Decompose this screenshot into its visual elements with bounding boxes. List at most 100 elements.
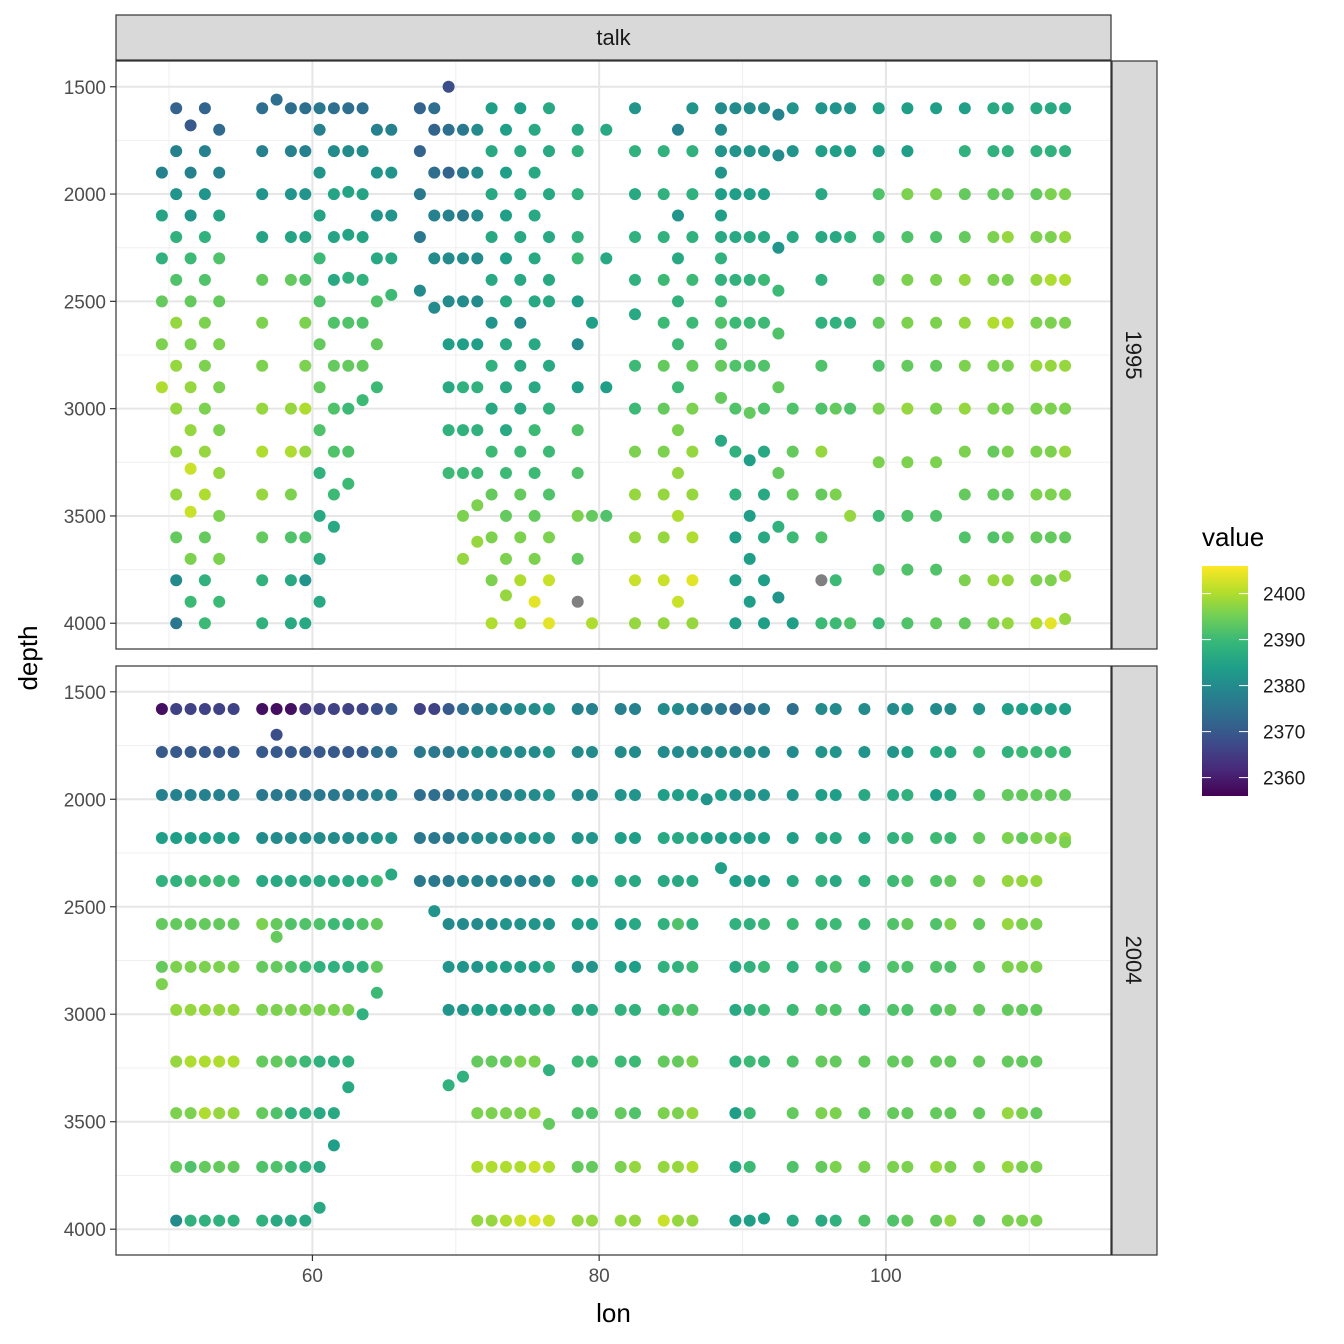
data-point: [829, 746, 842, 758]
data-point: [815, 316, 828, 329]
data-point: [457, 918, 469, 930]
data-point: [413, 703, 426, 715]
data-point: [385, 209, 398, 222]
data-point: [170, 960, 183, 973]
data-point: [356, 832, 369, 844]
data-point: [442, 960, 455, 973]
data-point: [198, 703, 211, 715]
data-point: [284, 188, 297, 201]
data-point: [356, 188, 369, 201]
data-point: [829, 875, 842, 887]
data-point: [413, 789, 426, 801]
panel-2004: 1500 2000 2500 3000 3500 4000 2004: [64, 665, 1158, 1256]
data-point: [1016, 1160, 1029, 1173]
data-point: [614, 1160, 627, 1173]
data-point: [1059, 273, 1072, 286]
data-point: [829, 703, 842, 715]
data-point: [313, 166, 326, 179]
data-point: [901, 1214, 914, 1227]
data-point: [500, 123, 512, 136]
data-point: [327, 316, 340, 329]
data-point: [485, 789, 498, 801]
facet-strip-2004-box: [1111, 665, 1158, 1256]
data-point: [1001, 359, 1014, 372]
data-point: [743, 703, 756, 715]
data-point: [184, 703, 197, 715]
data-point: [198, 832, 211, 844]
data-point: [686, 1160, 699, 1173]
data-point: [858, 1003, 871, 1016]
data-point: [270, 728, 283, 741]
data-point: [686, 488, 699, 501]
data-point: [170, 273, 183, 286]
data-point: [600, 509, 613, 522]
data-point: [715, 145, 727, 158]
data-point: [686, 1003, 699, 1016]
data-point: [743, 102, 756, 115]
data-point: [944, 1055, 957, 1068]
data-point: [758, 1003, 770, 1016]
data-point: [944, 789, 957, 801]
data-point: [471, 166, 484, 179]
data-point: [858, 1055, 871, 1068]
data-point: [758, 703, 770, 715]
data-point: [1016, 918, 1029, 930]
data-point: [313, 552, 326, 565]
data-point: [958, 402, 971, 415]
data-point: [987, 102, 1000, 115]
data-point: [672, 252, 684, 265]
data-point: [1030, 231, 1043, 243]
data-point: [786, 703, 799, 715]
data-point: [729, 445, 742, 458]
data-point: [485, 746, 498, 758]
data-point: [385, 288, 398, 301]
data-point: [385, 789, 398, 801]
data-point: [672, 381, 684, 394]
data-point: [299, 102, 312, 115]
data-point: [715, 252, 727, 265]
data-point: [786, 102, 799, 115]
data-point: [356, 875, 369, 887]
data-point: [299, 875, 312, 887]
data-point: [428, 102, 441, 115]
data-point: [1016, 703, 1029, 715]
data-point: [356, 1008, 369, 1021]
data-point: [1001, 445, 1014, 458]
data-point: [198, 445, 211, 458]
data-point: [299, 445, 312, 458]
data-point: [1001, 531, 1014, 544]
data-point: [471, 381, 484, 394]
data-point: [170, 359, 183, 372]
data-point: [213, 595, 226, 608]
data-point: [672, 1214, 684, 1227]
data-point: [629, 308, 641, 321]
data-point: [686, 102, 699, 115]
data-point: [342, 918, 355, 930]
data-point: [284, 574, 297, 587]
data-point: [428, 301, 441, 314]
data-point: [1044, 574, 1057, 587]
data-point: [758, 832, 770, 844]
data-point: [657, 789, 670, 801]
data-point: [155, 338, 168, 351]
data-point: [442, 381, 455, 394]
data-point: [184, 462, 197, 475]
data-point: [1001, 832, 1014, 844]
data-point: [786, 918, 799, 930]
data-point: [471, 1214, 484, 1227]
data-point: [256, 1214, 269, 1227]
data-point: [514, 273, 527, 286]
data-point: [442, 424, 455, 437]
data-point: [514, 875, 527, 887]
data-point: [485, 402, 498, 415]
data-point: [729, 1003, 742, 1016]
data-point: [786, 145, 799, 158]
data-point: [327, 918, 340, 930]
data-point: [457, 960, 469, 973]
data-point: [342, 789, 355, 801]
data-point: [327, 359, 340, 372]
data-point: [299, 918, 312, 930]
data-point: [184, 552, 197, 565]
data-point: [686, 188, 699, 201]
data-point: [370, 746, 383, 758]
